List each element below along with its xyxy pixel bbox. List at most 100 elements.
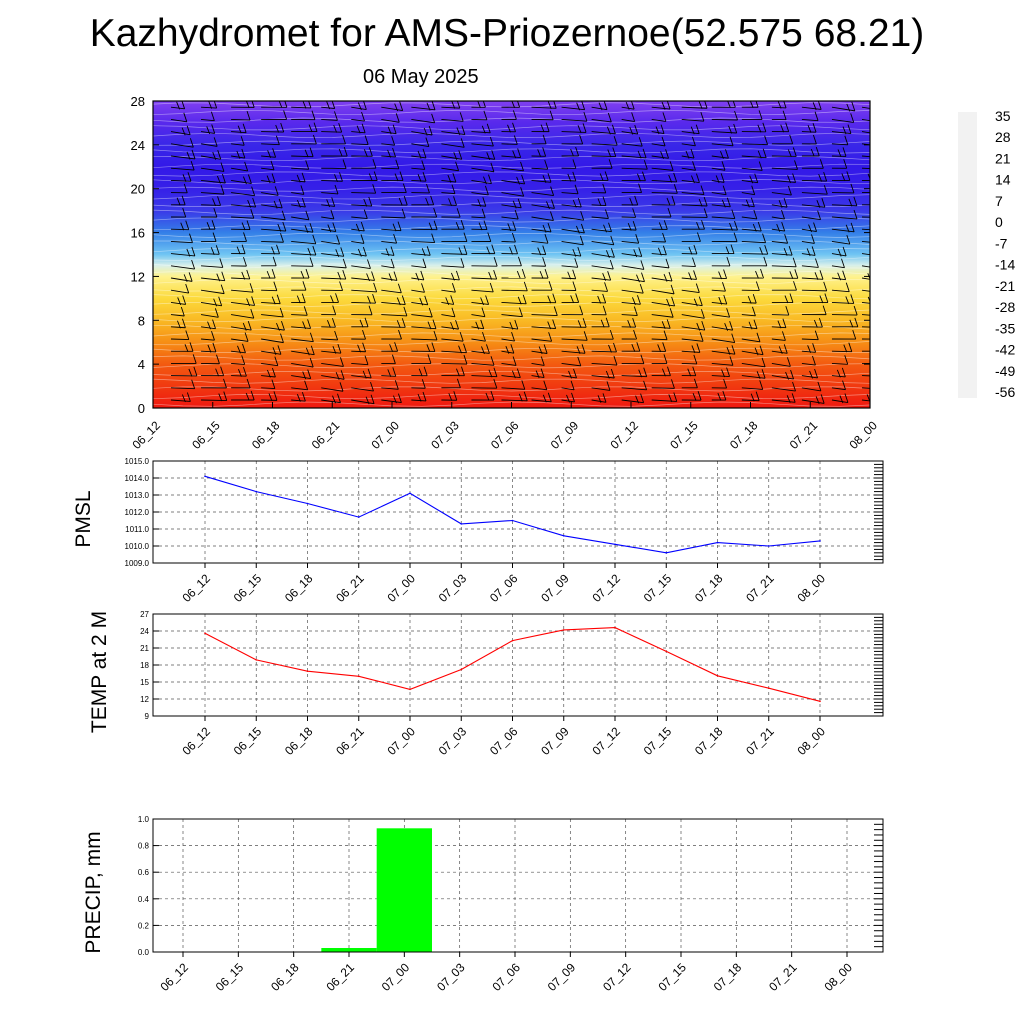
wind-barb-shaft [231,314,254,319]
wind-barb-shaft [531,314,558,317]
wind-barb-flag [370,394,375,404]
wind-barb-shaft [771,375,794,380]
wind-barb-flag [850,183,855,194]
wind-barb-flag [186,151,191,160]
wind-barb-flag [844,393,849,403]
wind-barb-shaft [441,253,467,255]
wind-barb-flag [397,283,402,293]
wind-barb-shaft [170,131,191,136]
wind-barb-flag [511,232,516,243]
wind-barb-flag [777,320,782,329]
wind-barb-shaft [231,338,249,342]
wind-barb-flag [477,199,482,207]
wind-barb-shaft [861,143,870,146]
wind-barb-flag [332,222,337,232]
wind-barb-flag [690,126,695,135]
wind-barb-flag [403,306,408,317]
wind-barb-flag [759,246,764,255]
wind-barb-flag [544,234,549,244]
wind-barb-flag [842,147,847,157]
wind-barb-flag [396,297,401,306]
wind-barb-flag [873,172,876,181]
wind-barb-flag [718,271,722,280]
wind-barb-flag [599,173,604,182]
wind-barb-shaft [651,289,675,295]
wind-barb-flag [274,186,279,196]
x-tick-label: 07_15 [641,571,675,605]
wind-barb-shaft [200,131,215,134]
wind-barb-flag [363,149,368,158]
wind-barb-flag [246,298,251,307]
wind-barb-shaft [741,375,766,379]
wind-barb-shaft [381,265,395,269]
wind-barb-flag [717,392,722,401]
wind-barb-flag [247,320,252,331]
wind-barb-shaft [741,253,768,255]
wind-barb-flag [300,270,305,279]
wind-barb-flag [242,123,247,133]
wind-barb-flag [372,184,377,194]
wind-barb-flag [540,124,545,133]
wind-barb-flag [186,125,191,135]
wind-barb-flag [283,110,288,120]
wind-barb-flag [609,330,614,340]
wind-barb-flag [456,378,461,388]
wind-barb-shaft [291,314,308,316]
wind-barb-flag [523,281,528,291]
wind-barb-flag [185,220,190,230]
wind-barb-flag [785,371,789,380]
heatmap-y-tick-label: 24 [131,138,145,153]
x-tick-label: 07_12 [589,724,623,758]
wind-barb-flag [189,233,193,243]
wind-barb-flag [362,330,366,340]
wind-barb-flag [786,357,791,367]
wind-barb-flag [421,248,426,256]
wind-barb-flag [332,345,337,354]
wind-barb-flag [481,125,486,134]
wind-barb-flag [814,330,819,340]
wind-barb-flag [191,149,196,160]
wind-barb-shaft [591,399,607,403]
wind-barb-flag [514,209,519,220]
y-tick-label: 21 [140,644,149,653]
wind-barb-flag [641,171,646,181]
wind-barb-flag [176,101,181,110]
wind-barb-shaft [201,253,220,255]
wind-barb-shaft [411,143,429,148]
wind-barb-flag [340,247,345,257]
wind-barb-shaft [200,118,215,122]
wind-barb-flag [402,183,407,193]
wind-barb-flag [267,150,272,158]
wind-barb-flag [640,393,644,403]
wind-barb-flag [661,321,666,330]
wind-barb-shaft [741,216,757,220]
wind-barb-shaft [231,362,245,365]
wind-barb-flag [633,249,638,258]
wind-barb-shaft [321,338,338,341]
wind-barb-shaft [831,362,848,365]
wind-barb-flag [362,370,367,379]
wind-barb-flag [671,379,675,389]
wind-barb-flag [745,199,750,208]
wind-barb-shaft [351,118,365,122]
x-tick-label: 07_18 [692,724,726,758]
y-tick-label: 9 [145,712,150,721]
wind-barb-flag [431,101,436,111]
wind-barb-flag [373,282,378,293]
wind-barb-shaft [621,289,644,294]
wind-barb-shaft [621,399,644,404]
colorbar-label: -7 [995,235,1008,251]
wind-barb-shaft [381,314,407,317]
wind-barb-shaft [441,118,464,122]
wind-barb-shaft [831,106,855,112]
wind-barb-flag [728,125,733,134]
wind-barb-shaft [261,143,280,146]
wind-barb-flag [637,295,641,305]
wind-barb-shaft [591,265,614,270]
wind-barb-flag [733,123,738,134]
wind-barb-flag [547,321,552,330]
wind-barb-shaft [471,314,485,318]
wind-barb-flag [268,393,273,402]
wind-barb-flag [876,260,879,269]
wind-barb-flag [335,293,339,303]
